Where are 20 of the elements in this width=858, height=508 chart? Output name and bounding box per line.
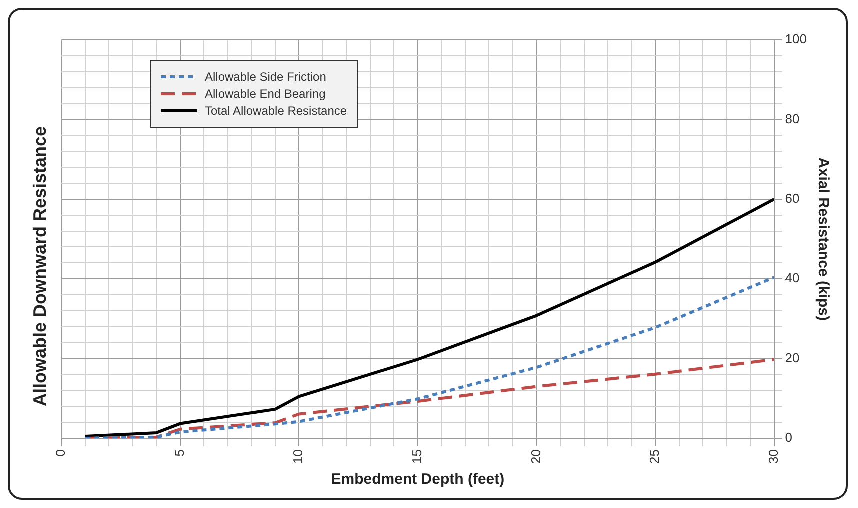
x-tick-label: 10 — [290, 450, 306, 464]
y-axis-title: Axial Resistance (kips) — [814, 158, 832, 321]
y-tick-label: 0 — [785, 430, 793, 446]
x-tick-label: 30 — [766, 450, 781, 464]
legend-label: Allowable Side Friction — [205, 70, 326, 84]
legend-label: Allowable End Bearing — [205, 87, 326, 101]
text: Allowable Downward Resistance — [30, 126, 50, 407]
y-tick-label: 20 — [785, 350, 800, 366]
x-tick-label: 20 — [528, 450, 544, 464]
y-tick-label: 80 — [785, 111, 800, 126]
x-tick-label: 15 — [410, 450, 425, 464]
x-axis-title: Embedment Depth (feet) — [331, 471, 505, 488]
line-series — [84, 276, 774, 439]
x-tick-label: 0 — [53, 450, 68, 457]
y-tick-label: 60 — [785, 190, 800, 206]
y-tick-label: 100 — [785, 32, 808, 47]
x-tick-label: 25 — [647, 450, 662, 464]
legend-label: Total Allowable Resistance — [205, 104, 348, 118]
x-tick-label: 5 — [172, 450, 187, 457]
y-tick-label: 40 — [785, 270, 800, 286]
